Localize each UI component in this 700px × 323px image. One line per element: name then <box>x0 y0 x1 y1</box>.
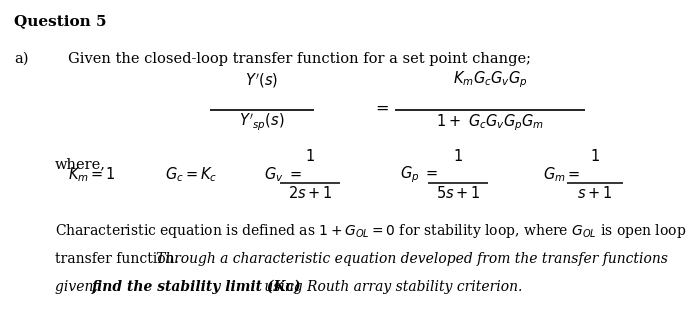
Text: a): a) <box>14 52 29 66</box>
Text: $1 + \ G_c G_v G_p G_m$: $1 + \ G_c G_v G_p G_m$ <box>436 112 544 133</box>
Text: $5s + 1$: $5s + 1$ <box>435 185 480 201</box>
Text: $G_p \ =$: $G_p \ =$ <box>400 165 438 185</box>
Text: $Y'_{sp}(s)$: $Y'_{sp}(s)$ <box>239 112 285 133</box>
Text: $G_v \ =$: $G_v \ =$ <box>264 166 302 184</box>
Text: Characteristic equation is defined as $1 + G_{OL} = 0$ for stability loop, where: Characteristic equation is defined as $1… <box>55 222 686 240</box>
Text: $1$: $1$ <box>453 148 463 164</box>
Text: Given the closed-loop transfer function for a set point change;: Given the closed-loop transfer function … <box>68 52 531 66</box>
Text: $G_c = K_c$: $G_c = K_c$ <box>165 166 218 184</box>
Text: $=$: $=$ <box>372 99 389 116</box>
Text: $K_m G_c G_v G_p$: $K_m G_c G_v G_p$ <box>453 69 527 90</box>
Text: $G_m =$: $G_m =$ <box>543 166 580 184</box>
Text: $1$: $1$ <box>590 148 600 164</box>
Text: where,: where, <box>55 157 106 171</box>
Text: $1$: $1$ <box>305 148 315 164</box>
Text: Question 5: Question 5 <box>14 14 106 28</box>
Text: $s + 1$: $s + 1$ <box>578 185 612 201</box>
Text: Through a characteristic equation developed from the transfer functions: Through a characteristic equation develo… <box>156 252 668 266</box>
Text: $K_m = 1$: $K_m = 1$ <box>68 166 116 184</box>
Text: $2s + 1$: $2s + 1$ <box>288 185 332 201</box>
Text: transfer function.: transfer function. <box>55 252 183 266</box>
Text: using Routh array stability criterion.: using Routh array stability criterion. <box>260 280 522 294</box>
Text: $Y'(s)$: $Y'(s)$ <box>246 71 279 90</box>
Text: find the stability limit (Kc): find the stability limit (Kc) <box>92 280 302 294</box>
Text: given,: given, <box>55 280 102 294</box>
